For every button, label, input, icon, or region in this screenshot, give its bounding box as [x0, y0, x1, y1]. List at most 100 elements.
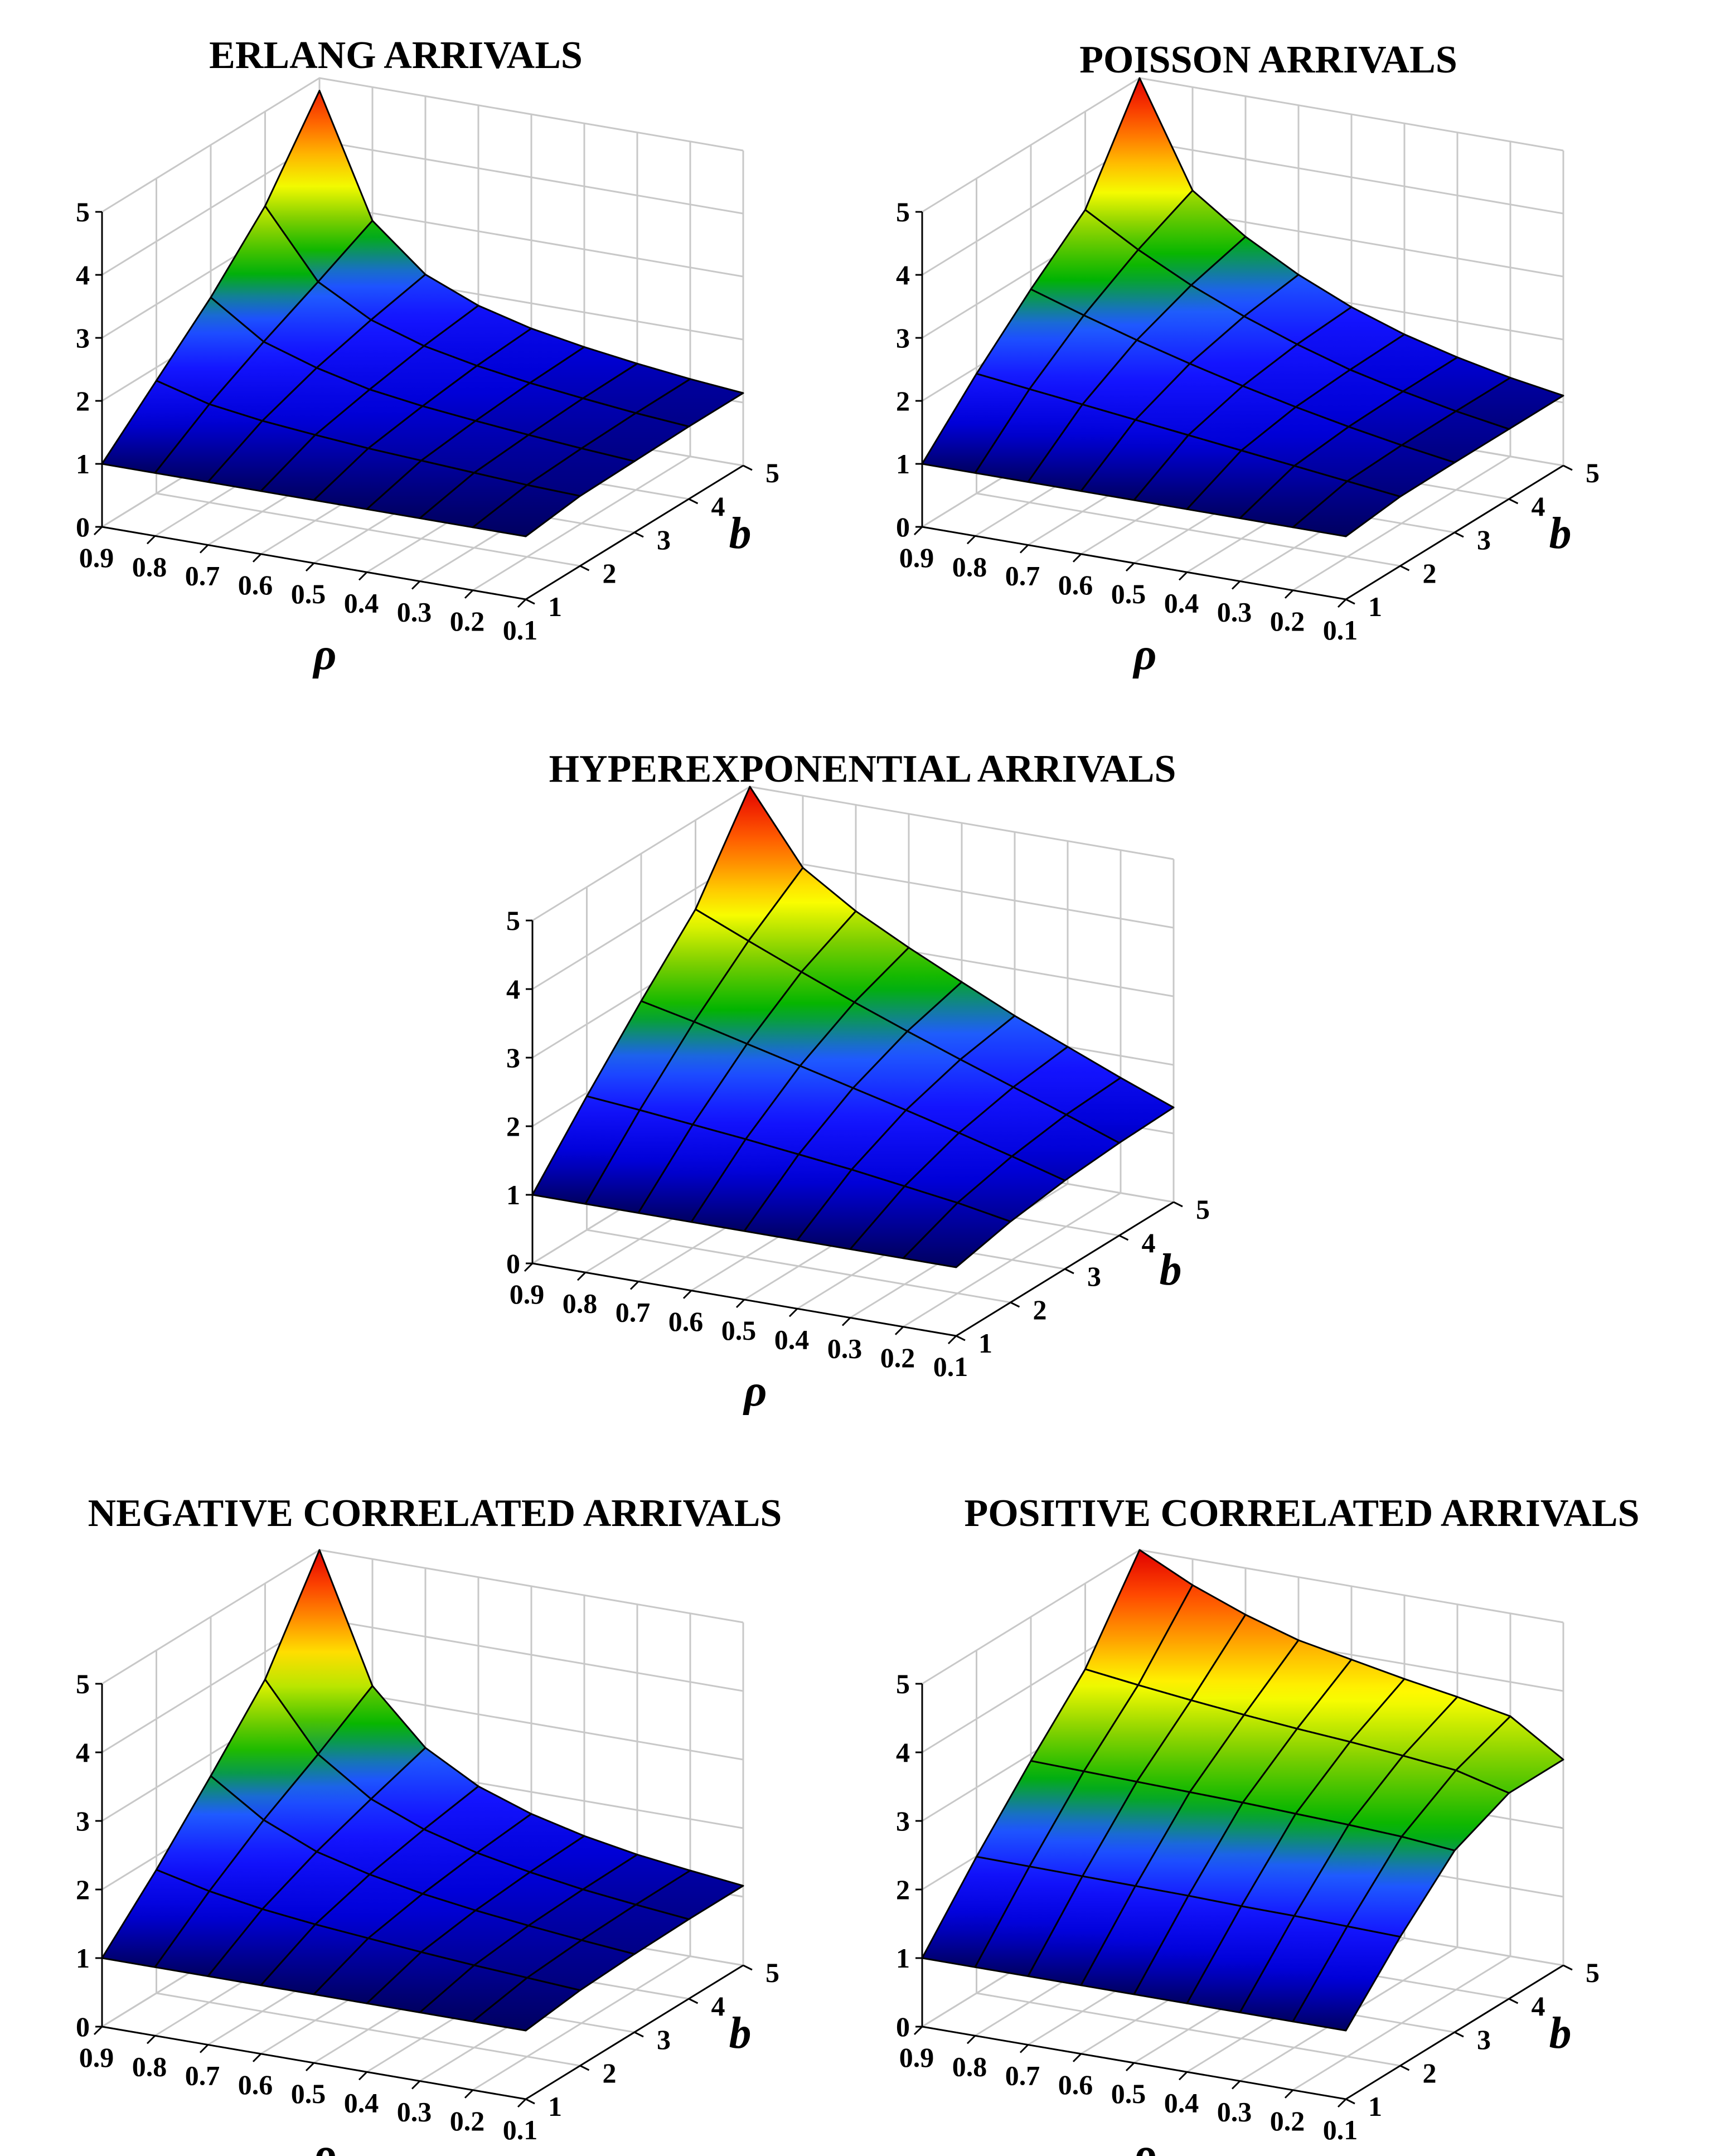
- tick-labels: 0 1 2 3 4 5 0.9 0.8 0.7 0.6 0.5 0.4 0.3 0.2 0.1 1 2 3 4 5: [76, 1668, 779, 2145]
- x-tick-label: 0.8: [132, 2051, 167, 2082]
- x-tick-label: 0.8: [132, 551, 167, 582]
- y-tick-mark: [634, 2031, 644, 2038]
- x-tick-mark: [1072, 2053, 1082, 2062]
- surface-cell: [472, 484, 581, 537]
- x-tick-label: 0.9: [79, 2042, 114, 2073]
- x-tick-label: 0.6: [238, 569, 273, 600]
- y-tick-mark: [525, 2098, 535, 2105]
- y-tick-mark: [688, 498, 699, 505]
- y-tick-mark: [1454, 2031, 1464, 2038]
- x-tick-mark: [947, 1335, 957, 1345]
- x-tick-label: 0.2: [450, 605, 485, 637]
- x-tick-mark: [966, 2035, 976, 2044]
- x-tick-mark: [464, 2089, 474, 2099]
- z-tick-label: 0: [506, 1248, 520, 1279]
- surface-plot-erlang: 0 1 2 3 4 5 0.9 0.8 0.7 0.6 0.5 0.4 0.3 0.2 0.1 1 2 3 4 5 ρ b: [76, 77, 779, 679]
- z-tick-label: 4: [76, 1737, 90, 1768]
- grid-line: [101, 77, 744, 213]
- z-tick-label: 2: [506, 1111, 520, 1142]
- z-tick-label: 3: [76, 322, 90, 353]
- panel-positive-correlated: POSITIVE CORRELATED ARRIVALS 0 1 2 3 4 5 0.9 0.…: [896, 1492, 1640, 2156]
- x-axis-label: ρ: [1132, 630, 1156, 679]
- y-tick-label: 2: [1423, 558, 1437, 589]
- grid-line: [922, 77, 1564, 213]
- surface-plot-negative-correlated: 0 1 2 3 4 5 0.9 0.8 0.7 0.6 0.5 0.4 0.3 0.2 0.1 1 2 3 4 5 ρ b: [76, 1549, 779, 2156]
- x-tick-mark: [411, 580, 421, 590]
- surface-plot-hyperexponential: 0 1 2 3 4 5 0.9 0.8 0.7 0.6 0.5 0.4 0.3 0.2 0.1 1 2 3 4 5 ρ b: [506, 786, 1210, 1416]
- z-tick-label: 0: [896, 511, 910, 542]
- y-tick-label: 3: [657, 524, 671, 555]
- z-tick-label: 2: [896, 385, 910, 416]
- y-tick-label: 2: [1033, 1294, 1047, 1325]
- x-tick-label: 0.5: [1111, 578, 1146, 609]
- z-tick-label: 2: [76, 385, 90, 416]
- panel-title: HYPEREXPONENTIAL ARRIVALS: [549, 748, 1176, 791]
- y-axis-label: b: [1549, 509, 1572, 558]
- x-tick-label: 0.2: [450, 2105, 485, 2136]
- x-tick-mark: [894, 1326, 904, 1335]
- x-axis-label: ρ: [1132, 2130, 1156, 2156]
- y-tick-label: 5: [765, 457, 779, 488]
- x-tick-label: 0.4: [1164, 587, 1199, 618]
- z-tick-label: 5: [76, 1668, 90, 1699]
- y-tick-mark: [1118, 1234, 1129, 1241]
- x-tick-label: 0.8: [563, 1287, 598, 1319]
- y-tick-mark: [1508, 498, 1519, 505]
- y-tick-mark: [579, 565, 590, 571]
- z-tick-label: 5: [896, 1668, 910, 1699]
- surface-cell: [472, 1976, 581, 2032]
- x-tick-label: 0.1: [1323, 614, 1358, 646]
- x-tick-label: 0.9: [899, 542, 934, 573]
- surface-plot-positive-correlated: 0 1 2 3 4 5 0.9 0.8 0.7 0.6 0.5 0.4 0.3 0.2 0.1 1 2 3 4 5 ρ b: [896, 1549, 1600, 2156]
- y-tick-mark: [743, 464, 753, 471]
- y-tick-label: 4: [711, 1990, 725, 2022]
- x-tick-mark: [1178, 571, 1188, 581]
- x-tick-label: 0.7: [1005, 560, 1040, 592]
- panel-title: NEGATIVE CORRELATED ARRIVALS: [88, 1492, 782, 1535]
- y-axis-label: b: [1549, 2009, 1572, 2058]
- x-tick-mark: [1231, 580, 1241, 590]
- y-tick-label: 1: [548, 2091, 562, 2122]
- x-tick-mark: [1125, 562, 1135, 572]
- y-tick-label: 5: [1586, 457, 1600, 488]
- x-tick-mark: [524, 1262, 534, 1272]
- x-tick-label: 0.6: [1058, 569, 1093, 600]
- x-tick-mark: [1284, 2089, 1294, 2099]
- x-tick-mark: [1019, 2044, 1029, 2053]
- x-tick-mark: [252, 553, 262, 563]
- y-tick-mark: [1508, 1998, 1519, 2004]
- x-tick-mark: [252, 2053, 262, 2062]
- x-tick-mark: [1125, 2062, 1135, 2072]
- y-tick-label: 2: [603, 2057, 617, 2089]
- x-tick-mark: [1072, 553, 1082, 563]
- y-tick-label: 3: [1477, 524, 1491, 555]
- grid-line: [532, 786, 1174, 922]
- x-tick-label: 0.9: [510, 1278, 545, 1310]
- surface: [531, 786, 1175, 1268]
- x-tick-label: 0.5: [291, 578, 326, 609]
- y-tick-label: 5: [1196, 1194, 1210, 1225]
- x-tick-mark: [1178, 2071, 1188, 2081]
- grid-line: [156, 492, 580, 567]
- z-tick-label: 3: [896, 322, 910, 353]
- x-tick-mark: [146, 2035, 156, 2044]
- panel-title: POISSON ARRIVALS: [1079, 38, 1457, 81]
- tick-labels: 0 1 2 3 4 5 0.9 0.8 0.7 0.6 0.5 0.4 0.3 0.2 0.1 1 2 3 4 5: [896, 1668, 1600, 2145]
- x-tick-mark: [93, 526, 103, 536]
- x-tick-mark: [93, 2026, 103, 2036]
- x-tick-label: 0.1: [503, 2114, 538, 2145]
- surface: [101, 1549, 744, 2032]
- tick-labels: 0 1 2 3 4 5 0.9 0.8 0.7 0.6 0.5 0.4 0.3 0.2 0.1 1 2 3 4 5: [76, 196, 779, 646]
- x-tick-label: 0.3: [1217, 597, 1252, 628]
- x-tick-mark: [576, 1272, 587, 1281]
- y-tick-mark: [956, 1335, 966, 1341]
- y-tick-label: 1: [548, 591, 562, 622]
- x-tick-mark: [199, 2044, 209, 2053]
- y-tick-label: 2: [1423, 2057, 1437, 2089]
- grid-line: [101, 140, 744, 276]
- x-tick-mark: [305, 2062, 315, 2072]
- z-tick-label: 1: [76, 448, 90, 479]
- y-axis-label: b: [729, 509, 752, 558]
- x-tick-mark: [1337, 2098, 1347, 2108]
